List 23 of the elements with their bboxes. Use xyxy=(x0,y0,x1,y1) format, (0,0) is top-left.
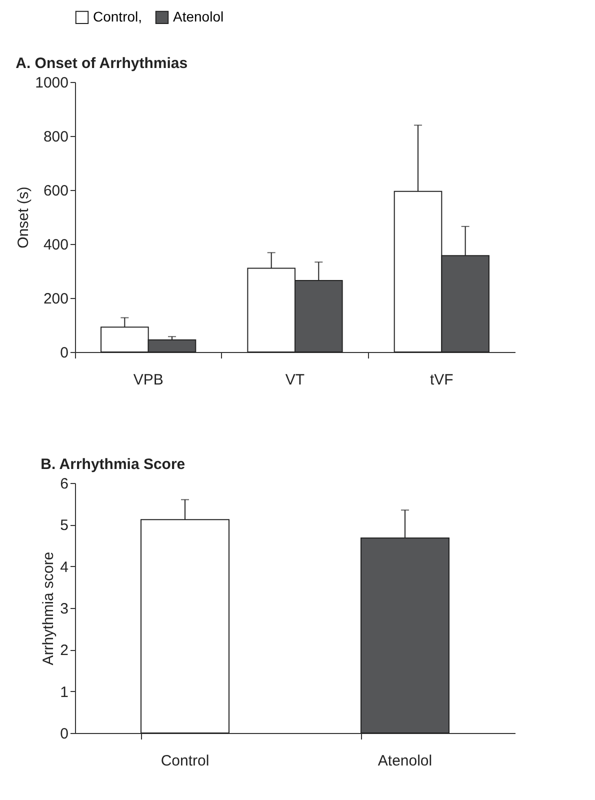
chart-title: B. Arrhythmia Score xyxy=(40,456,186,473)
chart-title: A. Onset of Arrhythmias xyxy=(16,55,188,72)
y-tick-label: 0 xyxy=(60,726,68,742)
y-axis-title: Arrhythmia score xyxy=(40,552,58,666)
y-tick-label: 400 xyxy=(43,236,68,254)
legend-label: Atenolol xyxy=(173,8,224,24)
legend-label: Control, xyxy=(93,8,142,24)
y-tick-label: 3 xyxy=(60,600,68,618)
y-tick-label: 5 xyxy=(60,517,68,534)
y-tick-label: 800 xyxy=(43,128,68,146)
y-tick-label: 1000 xyxy=(35,74,68,92)
y-axis-title: Onset (s) xyxy=(15,186,32,248)
y-tick-label: 6 xyxy=(60,476,68,492)
y-tick-label: 2 xyxy=(60,642,68,660)
y-tick-label: 600 xyxy=(43,182,68,200)
x-tick-label: Control xyxy=(160,752,210,770)
y-tick-label: 1 xyxy=(60,684,68,701)
x-tick-label: VT xyxy=(285,372,305,388)
y-tick-label: 200 xyxy=(43,290,68,308)
x-tick-label: tVF xyxy=(430,372,454,388)
y-tick-label: 0 xyxy=(60,344,68,362)
y-tick-label: 4 xyxy=(60,558,68,576)
x-tick-label: VPB xyxy=(133,372,164,388)
